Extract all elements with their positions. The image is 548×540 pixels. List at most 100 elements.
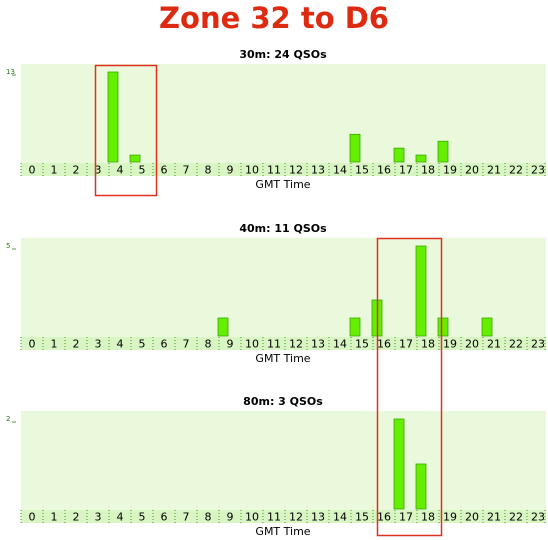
x-tick-label: 22	[509, 338, 523, 351]
x-tick-label: 1	[51, 511, 58, 524]
bar	[349, 133, 361, 163]
x-tick-label: 5	[139, 338, 146, 351]
x-tick-label: 11	[267, 338, 281, 351]
x-tick-label: 9	[227, 164, 234, 177]
x-tick-label: 21	[487, 338, 501, 351]
x-tick-label: 1	[51, 164, 58, 177]
x-tick-label: 12	[289, 338, 303, 351]
bar	[437, 317, 449, 337]
x-tick-label: 3	[95, 164, 102, 177]
x-tick-label: 6	[161, 164, 168, 177]
x-tick-label: 10	[245, 338, 259, 351]
x-tick-label: 0	[29, 164, 36, 177]
x-tick-label: 13	[311, 338, 325, 351]
axis-label-row	[21, 510, 546, 523]
x-tick-label: 19	[443, 338, 457, 351]
x-tick-label: 11	[267, 164, 281, 177]
bar	[437, 140, 449, 163]
x-tick-label: 8	[205, 338, 212, 351]
x-tick-label: 16	[377, 164, 391, 177]
highlight-box	[94, 64, 158, 197]
x-tick-label: 6	[161, 338, 168, 351]
page-title: Zone 32 to D6	[159, 1, 389, 35]
x-tick-label: 19	[443, 164, 457, 177]
plot-background	[21, 238, 546, 350]
x-tick-label: 21	[487, 164, 501, 177]
highlight-box	[376, 237, 443, 537]
x-tick-label: 17	[399, 511, 413, 524]
x-tick-label: 15	[355, 164, 369, 177]
x-tick-label: 0	[29, 338, 36, 351]
bar	[129, 154, 141, 163]
x-tick-label: 10	[245, 164, 259, 177]
x-tick-label: 4	[117, 511, 124, 524]
chart-title: 30m: 24 QSOs	[239, 48, 327, 61]
x-tick-label: 4	[117, 338, 124, 351]
x-tick-label: 12	[289, 164, 303, 177]
bar	[415, 245, 427, 337]
x-tick-label: 13	[311, 164, 325, 177]
x-tick-label: 15	[355, 511, 369, 524]
x-tick-label: 7	[183, 164, 190, 177]
x-axis-label: GMT Time	[255, 525, 310, 538]
x-tick-label: 9	[227, 338, 234, 351]
x-tick-label: 7	[183, 511, 190, 524]
bar	[349, 317, 361, 337]
x-tick-label: 2	[73, 164, 80, 177]
x-tick-label: 20	[465, 511, 479, 524]
x-tick-label: 13	[311, 511, 325, 524]
x-tick-label: 20	[465, 164, 479, 177]
x-tick-label: 20	[465, 338, 479, 351]
x-tick-label: 7	[183, 338, 190, 351]
x-tick-label: 2	[73, 511, 80, 524]
x-tick-label: 9	[227, 511, 234, 524]
y-tick-label: 5	[6, 242, 10, 250]
x-tick-label: 4	[117, 164, 124, 177]
x-tick-label: 23	[531, 164, 545, 177]
x-tick-label: 23	[531, 338, 545, 351]
x-tick-label: 14	[333, 511, 347, 524]
bar	[415, 463, 427, 510]
x-tick-label: 16	[377, 511, 391, 524]
x-tick-label: 6	[161, 511, 168, 524]
x-tick-label: 3	[95, 511, 102, 524]
x-tick-label: 22	[509, 164, 523, 177]
x-tick-label: 18	[421, 511, 435, 524]
x-tick-label: 10	[245, 511, 259, 524]
x-tick-label: 21	[487, 511, 501, 524]
x-tick-label: 5	[139, 164, 146, 177]
x-tick-label: 16	[377, 338, 391, 351]
x-tick-label: 11	[267, 511, 281, 524]
x-tick-label: 2	[73, 338, 80, 351]
x-axis-label: GMT Time	[255, 178, 310, 191]
x-tick-label: 0	[29, 511, 36, 524]
bar	[107, 71, 119, 163]
bar	[393, 418, 405, 510]
axis-label-row	[21, 337, 546, 350]
x-tick-label: 12	[289, 511, 303, 524]
plot-background	[21, 411, 546, 523]
x-tick-label: 8	[205, 164, 212, 177]
x-tick-label: 14	[333, 164, 347, 177]
bar	[393, 147, 405, 163]
x-axis-label: GMT Time	[255, 352, 310, 365]
y-tick-label: 2	[6, 415, 10, 423]
chart-title: 40m: 11 QSOs	[239, 222, 327, 235]
x-tick-label: 5	[139, 511, 146, 524]
x-tick-label: 18	[421, 164, 435, 177]
x-tick-label: 15	[355, 338, 369, 351]
y-tick-label: 13	[6, 68, 15, 76]
bar	[481, 317, 493, 337]
bar	[415, 154, 427, 163]
x-tick-label: 23	[531, 511, 545, 524]
x-tick-label: 17	[399, 338, 413, 351]
x-tick-label: 14	[333, 338, 347, 351]
axis-label-row	[21, 163, 546, 176]
chart-title: 80m: 3 QSOs	[243, 395, 323, 408]
x-tick-label: 1	[51, 338, 58, 351]
